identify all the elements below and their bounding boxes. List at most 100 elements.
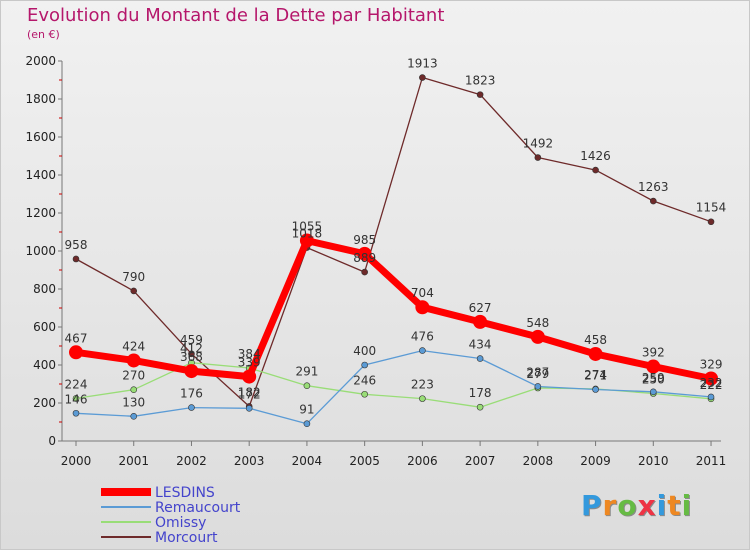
chart-subtitle: (en €) [27, 28, 60, 41]
legend-label: Omissy [155, 515, 206, 531]
y-tick-label: 1000 [25, 244, 56, 258]
x-tick-label: 2010 [638, 454, 669, 468]
data-label: 1913 [407, 57, 438, 71]
data-point [126, 353, 141, 368]
x-tick-label: 2001 [118, 454, 149, 468]
data-label: 250 [642, 373, 665, 387]
proxiti-logo: Proxiti [581, 489, 693, 522]
data-point [588, 346, 603, 361]
data-label: 458 [584, 333, 607, 347]
y-tick-label: 1400 [25, 168, 56, 182]
data-point [646, 359, 661, 374]
data-point [707, 218, 715, 226]
data-label: 704 [411, 286, 434, 300]
data-label: 384 [238, 347, 261, 361]
x-tick-label: 2000 [61, 454, 92, 468]
data-label: 459 [180, 333, 203, 347]
data-label: 91 [299, 403, 314, 417]
x-tick-label: 2009 [580, 454, 611, 468]
data-point [303, 420, 311, 428]
data-point [476, 403, 484, 411]
data-label: 223 [411, 378, 434, 392]
y-tick-label: 0 [48, 434, 56, 448]
y-tick-label: 1600 [25, 130, 56, 144]
legend-label: Remaucourt [155, 500, 241, 516]
y-tick-label: 200 [33, 396, 56, 410]
data-point [188, 350, 195, 358]
data-label: 222 [700, 378, 723, 392]
data-point [707, 393, 715, 401]
data-point [72, 395, 80, 402]
data-label: 1263 [638, 180, 669, 194]
data-label: 889 [353, 251, 376, 265]
y-tick-label: 2000 [25, 54, 56, 68]
x-tick-label: 2002 [176, 454, 207, 468]
data-label: 392 [642, 346, 665, 360]
legend-label: LESDINS [155, 485, 215, 501]
data-label: 1055 [292, 220, 323, 234]
series-line-remaucourt [75, 349, 712, 425]
data-label: 548 [526, 316, 549, 330]
x-tick-label: 2011 [696, 454, 727, 468]
data-point [704, 371, 719, 386]
data-point [534, 154, 542, 161]
x-tick-label: 2005 [349, 454, 380, 468]
data-label: 1823 [465, 74, 496, 88]
data-point [419, 74, 426, 81]
data-label: 400 [353, 344, 376, 358]
data-label: 172 [238, 387, 261, 401]
data-point [649, 388, 657, 396]
data-point [245, 405, 253, 412]
data-point [476, 355, 484, 362]
data-label: 1492 [523, 137, 554, 151]
data-label: 1018 [292, 227, 323, 241]
data-label: 270 [122, 369, 145, 383]
data-label: 627 [469, 301, 492, 315]
data-point [188, 404, 195, 411]
y-tick-label: 1200 [25, 206, 56, 220]
data-label: 130 [122, 395, 145, 409]
data-label: 434 [469, 338, 492, 352]
data-label: 176 [180, 387, 203, 401]
chart-title: Evolution du Montant de la Dette par Hab… [27, 5, 445, 26]
data-point [473, 314, 488, 329]
data-label: 224 [65, 377, 88, 391]
data-label: 246 [353, 373, 376, 387]
data-label: 146 [65, 392, 88, 406]
data-point [361, 268, 368, 276]
data-point [592, 166, 599, 174]
data-label: 467 [65, 331, 88, 345]
data-label: 368 [180, 350, 203, 364]
data-label: 291 [295, 365, 318, 379]
data-point [130, 287, 138, 295]
data-label: 287 [526, 365, 549, 379]
y-tick-label: 400 [33, 358, 56, 372]
data-label: 790 [122, 270, 145, 284]
data-point [476, 91, 484, 98]
data-point [534, 383, 542, 390]
data-label: 958 [65, 238, 88, 252]
data-label: 178 [469, 386, 492, 400]
data-label: 259 [642, 371, 665, 385]
data-label: 279 [526, 367, 549, 381]
y-tick-label: 600 [33, 320, 56, 334]
data-point [361, 361, 368, 369]
data-point [530, 329, 545, 344]
data-point [130, 412, 138, 420]
x-tick-label: 2008 [523, 454, 554, 468]
series-line-lesdins [75, 237, 712, 382]
data-label: 232 [700, 376, 723, 390]
data-label: 412 [180, 342, 203, 356]
data-label: 1154 [696, 201, 727, 215]
data-point [649, 197, 657, 205]
data-label: 424 [122, 339, 145, 353]
data-point [184, 364, 199, 379]
data-label: 274 [584, 368, 607, 382]
data-label: 339 [238, 356, 261, 370]
data-point [592, 386, 599, 393]
x-tick-label: 2007 [465, 454, 496, 468]
legend-label: Morcourt [155, 530, 218, 546]
data-label: 182 [238, 385, 261, 399]
